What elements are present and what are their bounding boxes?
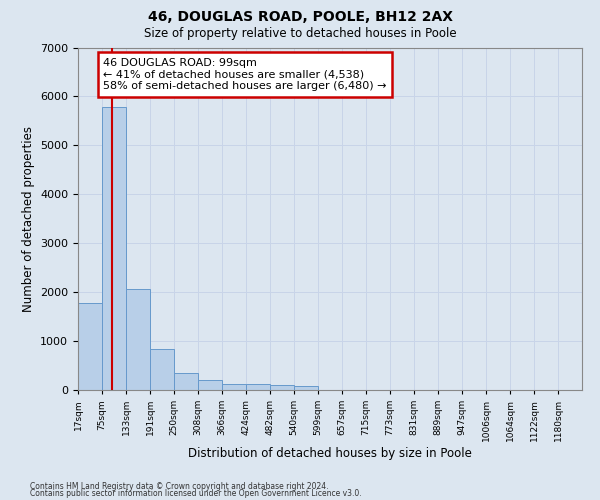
Bar bbox=[246, 384, 270, 390]
Text: Contains HM Land Registry data © Crown copyright and database right 2024.: Contains HM Land Registry data © Crown c… bbox=[30, 482, 329, 491]
Y-axis label: Number of detached properties: Number of detached properties bbox=[22, 126, 35, 312]
Text: Contains public sector information licensed under the Open Government Licence v3: Contains public sector information licen… bbox=[30, 489, 362, 498]
Bar bbox=[174, 374, 198, 390]
Text: 46, DOUGLAS ROAD, POOLE, BH12 2AX: 46, DOUGLAS ROAD, POOLE, BH12 2AX bbox=[148, 10, 452, 24]
Bar bbox=[150, 350, 174, 390]
X-axis label: Distribution of detached houses by size in Poole: Distribution of detached houses by size … bbox=[188, 446, 472, 460]
Bar bbox=[198, 380, 222, 390]
Bar bbox=[78, 303, 102, 390]
Bar bbox=[222, 384, 246, 390]
Text: 46 DOUGLAS ROAD: 99sqm
← 41% of detached houses are smaller (4,538)
58% of semi-: 46 DOUGLAS ROAD: 99sqm ← 41% of detached… bbox=[103, 58, 387, 91]
Bar bbox=[294, 386, 318, 390]
Bar bbox=[126, 289, 150, 390]
Bar bbox=[270, 385, 294, 390]
Text: Size of property relative to detached houses in Poole: Size of property relative to detached ho… bbox=[143, 28, 457, 40]
Bar bbox=[102, 106, 126, 390]
